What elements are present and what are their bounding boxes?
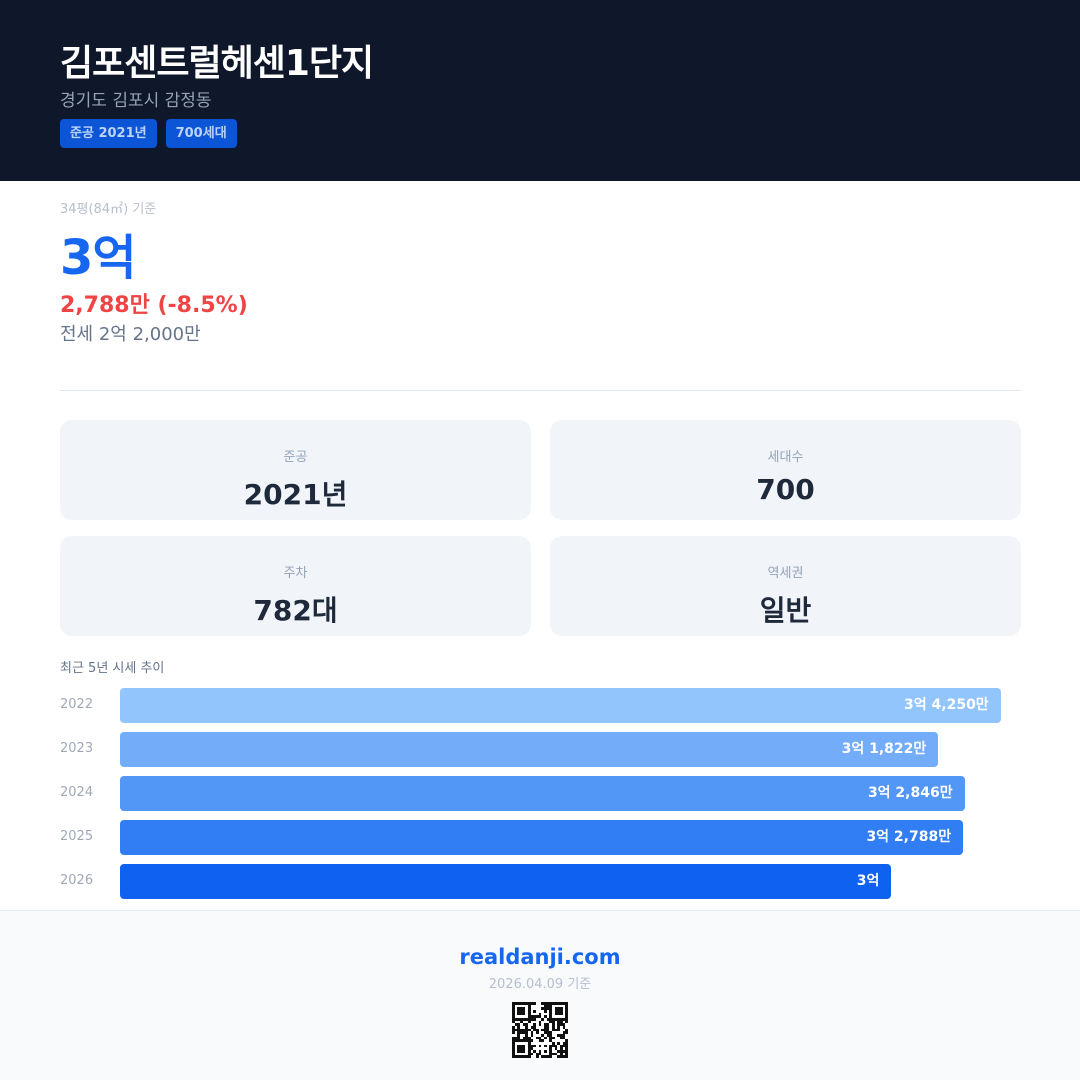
- chart-title: 최근 5년 시세 추이: [60, 661, 165, 676]
- bar: 3억 2,846만: [120, 776, 965, 811]
- bar: 3억: [120, 864, 892, 899]
- price-change: 2,788만 (-8.5%): [60, 293, 248, 318]
- qr-code-icon: [512, 1002, 568, 1058]
- bar: 3억 1,822만: [120, 732, 939, 767]
- footer: realdanji.com 2026.04.09 기준: [0, 910, 1080, 1080]
- price-main: 3억: [60, 230, 137, 286]
- card-value: 782대: [253, 594, 338, 627]
- card-value: 일반: [759, 594, 812, 627]
- data-date: 2026.04.09 기준: [488, 977, 592, 992]
- badge-households: 700세대: [165, 119, 237, 148]
- bar-row: 2022 3억 4,250만: [60, 688, 1020, 723]
- card-label: 준공: [283, 450, 308, 465]
- price-basis: 34평(84㎡) 기준: [60, 202, 157, 217]
- card-label: 주차: [283, 566, 308, 581]
- bar: 3억 2,788만: [120, 820, 964, 855]
- bar-row: 2024 3억 2,846만: [60, 776, 1020, 811]
- address: 경기도 김포시 감정동: [60, 91, 212, 111]
- divider: [60, 390, 1021, 391]
- bar-year-label: 2024: [60, 785, 94, 800]
- card-built: 준공 2021년: [60, 420, 531, 520]
- card-parking: 주차 782대: [60, 536, 531, 636]
- jeonse-price: 전세 2억 2,000만: [60, 324, 201, 345]
- bar-year-label: 2022: [60, 697, 94, 712]
- card-value: 2021년: [243, 478, 348, 511]
- bar: 3억 4,250만: [120, 688, 1001, 723]
- bar-year-label: 2026: [60, 873, 94, 888]
- card-households: 세대수 700: [550, 420, 1021, 520]
- bar-row: 2023 3억 1,822만: [60, 732, 1020, 767]
- bar-year-label: 2023: [60, 741, 94, 756]
- header: 김포센트럴헤센1단지 경기도 김포시 감정동 준공 2021년 700세대: [0, 0, 1080, 181]
- card-value: 700: [756, 473, 815, 506]
- bar-row: 2026 3억: [60, 864, 1020, 899]
- site-link[interactable]: realdanji.com: [459, 945, 621, 969]
- complex-title: 김포센트럴헤센1단지: [60, 43, 374, 84]
- card-label: 세대수: [767, 450, 804, 465]
- card-label: 역세권: [767, 566, 804, 581]
- price-trend-chart: 2022 3억 4,250만 2023 3억 1,822만 2024 3억 2,846만 2…: [60, 688, 1020, 908]
- bar-year-label: 2025: [60, 829, 94, 844]
- bar-row: 2025 3억 2,788만: [60, 820, 1020, 855]
- badge-built-year: 준공 2021년: [60, 119, 157, 148]
